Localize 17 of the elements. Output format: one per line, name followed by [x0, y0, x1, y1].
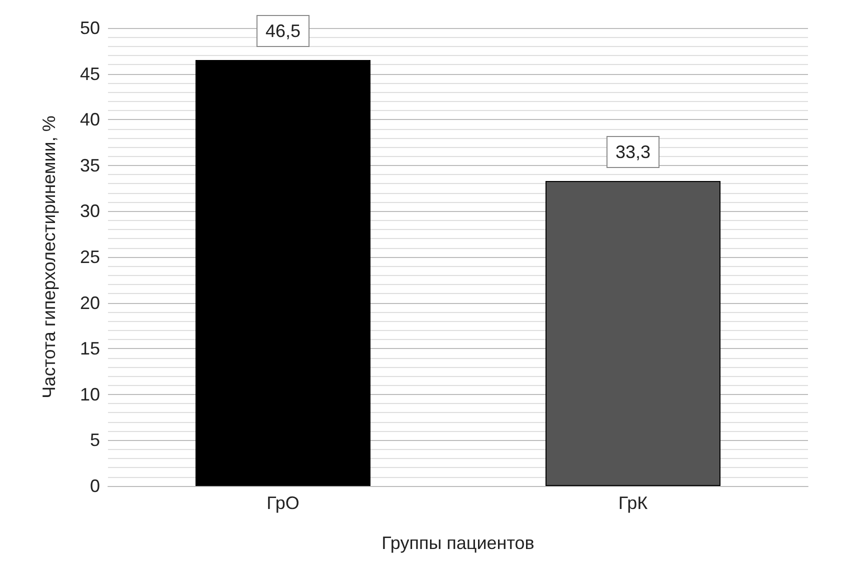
y-tick-label: 15 — [80, 338, 100, 359]
data-label: 46,5 — [265, 21, 301, 42]
y-tick-label: 50 — [80, 18, 100, 38]
y-tick-label: 0 — [90, 476, 100, 496]
y-tick-label: 10 — [80, 384, 100, 404]
x-axis-title: Группы пациентов — [382, 533, 534, 553]
y-tick-label: 35 — [80, 155, 100, 176]
x-tick-label: ГрО — [266, 493, 300, 513]
y-tick-label: 5 — [90, 430, 100, 450]
y-tick-label: 20 — [80, 292, 100, 313]
y-axis-title: Частота гиперхолестиринемии, % — [39, 116, 59, 398]
y-tick-label: 45 — [80, 64, 100, 84]
x-tick-label: ГрК — [618, 493, 648, 513]
y-tick-label: 30 — [80, 201, 100, 222]
y-tick-label: 40 — [80, 110, 100, 130]
y-tick-label: 25 — [80, 247, 100, 267]
data-label: 33,3 — [615, 142, 651, 162]
